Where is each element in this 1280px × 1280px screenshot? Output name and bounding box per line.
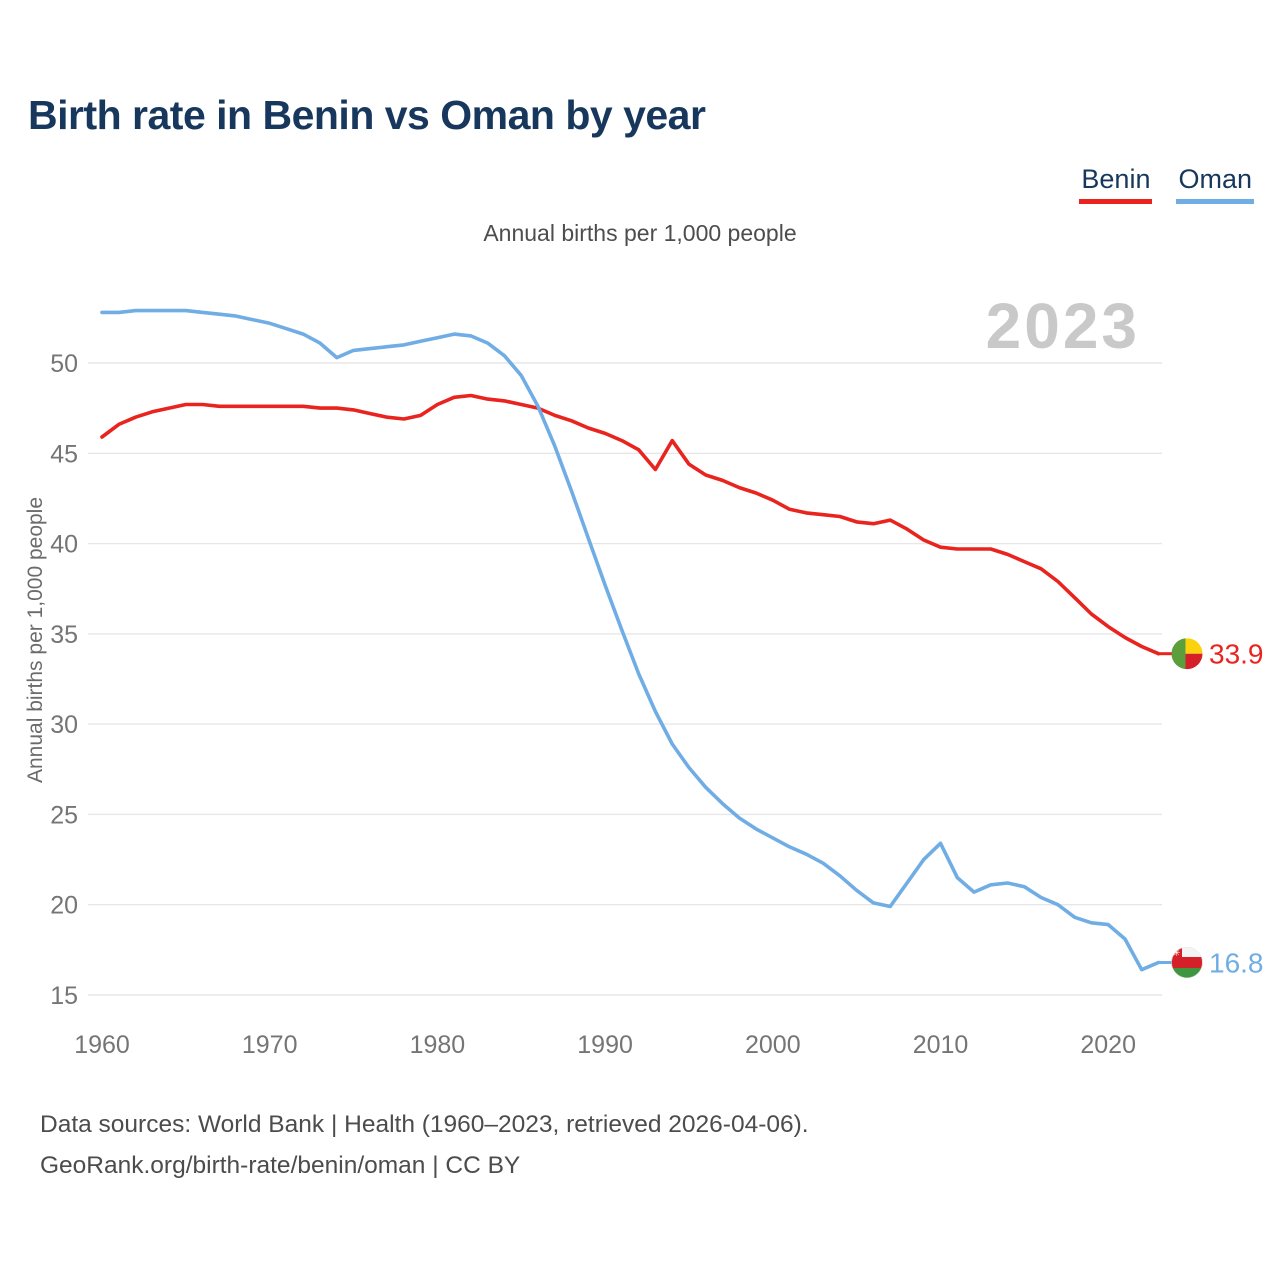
oman-value-label: 16.8: [1209, 948, 1264, 979]
chart-subtitle: Annual births per 1,000 people: [483, 220, 797, 246]
benin-value-label: 33.9: [1209, 639, 1264, 670]
benin-flag-icon: [1171, 638, 1203, 670]
x-tick-label: 1990: [577, 1031, 633, 1059]
y-tick-label: 15: [50, 982, 78, 1010]
footer: Data sources: World Bank | Health (1960–…: [40, 1104, 809, 1186]
x-tick-label: 1960: [74, 1031, 130, 1059]
y-tick-label: 40: [50, 531, 78, 559]
y-tick-label: 20: [50, 892, 78, 920]
y-tick-label: 25: [50, 801, 78, 829]
legend-item-benin[interactable]: Benin: [1079, 164, 1153, 204]
x-tick-label: 2010: [913, 1031, 969, 1059]
y-tick-label: 35: [50, 621, 78, 649]
y-tick-label: 50: [50, 350, 78, 378]
oman-flag-icon: ✳: [1171, 946, 1203, 978]
x-tick-label: 1980: [410, 1031, 466, 1059]
oman-line: [100, 308, 1161, 972]
y-tick-label: 30: [50, 711, 78, 739]
svg-text:✳: ✳: [1173, 948, 1181, 958]
x-tick-label: 1970: [242, 1031, 298, 1059]
legend: Benin Oman: [1079, 164, 1254, 204]
page-title: Birth rate in Benin vs Oman by year: [28, 92, 706, 138]
x-tick-label: 2020: [1080, 1031, 1136, 1059]
y-tick-label: 45: [50, 440, 78, 468]
watermark-year: 2023: [985, 290, 1140, 362]
x-tick-label: 2000: [745, 1031, 801, 1059]
benin-line: [100, 393, 1161, 656]
legend-item-oman[interactable]: Oman: [1176, 164, 1254, 204]
y-axis-label: Annual births per 1,000 people: [24, 497, 47, 783]
footer-attribution: GeoRank.org/birth-rate/benin/oman | CC B…: [40, 1152, 521, 1179]
footer-data-sources: Data sources: World Bank | Health (1960–…: [40, 1111, 809, 1138]
